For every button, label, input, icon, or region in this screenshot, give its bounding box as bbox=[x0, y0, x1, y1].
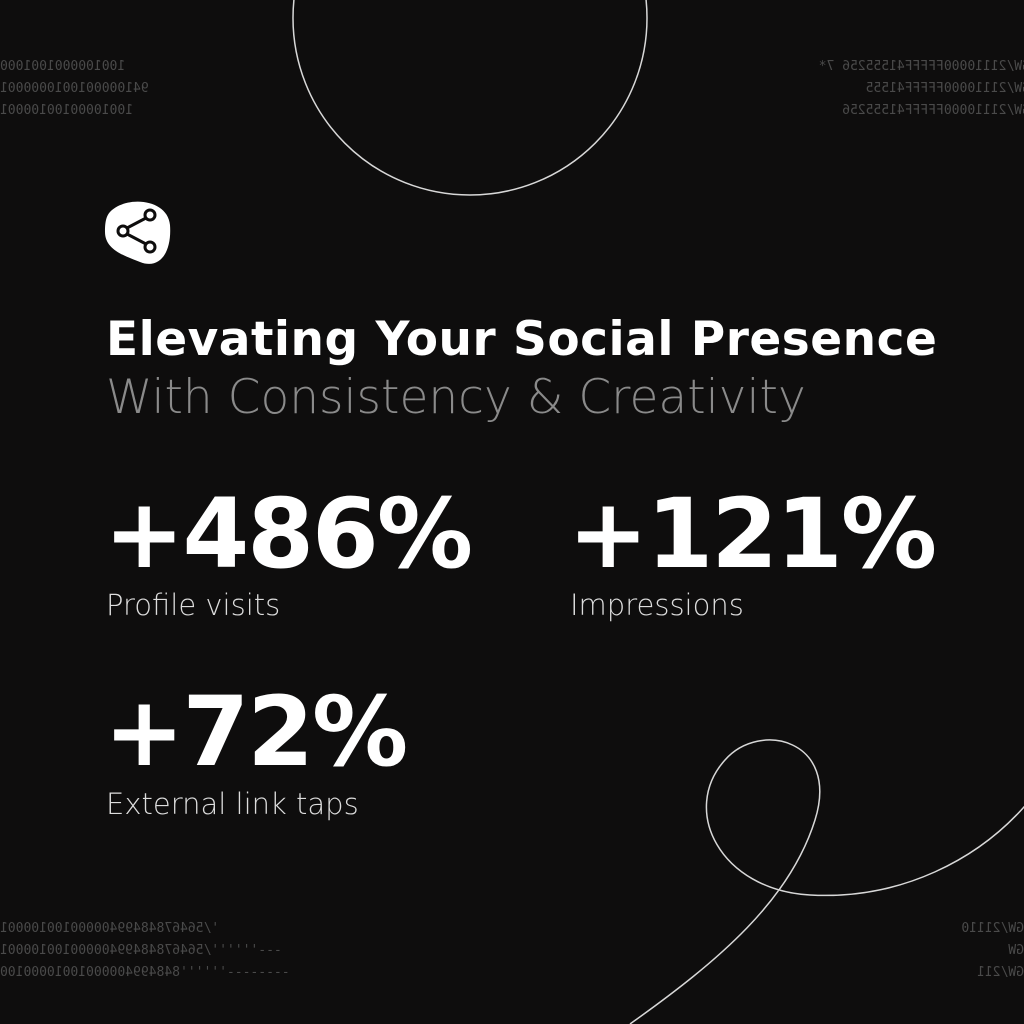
decor-bottom-right: GW/21110 GW GW/211 bbox=[930, 918, 1024, 984]
decor-line: 1001000001001000 bbox=[0, 59, 126, 74]
decor-line: '/56467848499400000100100001 bbox=[0, 921, 220, 936]
decor-line: GW/21110 bbox=[961, 921, 1024, 936]
subtitle: With Consistency & Creativity bbox=[106, 370, 806, 425]
decor-line: GW/21110000FFFFF41555 bbox=[865, 81, 1024, 96]
decor-top-left: 1001000001001000 9410000010010000001 100… bbox=[0, 56, 210, 122]
stat-value: +72% bbox=[104, 676, 408, 788]
decor-line: GW/211 bbox=[977, 965, 1024, 980]
circle-outline bbox=[292, 0, 648, 196]
decor-line: 9410000010010000001 bbox=[0, 81, 149, 96]
decor-line: --------''''''84849940000010010000100 bbox=[0, 965, 290, 980]
curve-line bbox=[629, 739, 1024, 1024]
decor-bottom-left: '/56467848499400000100100001 ---''''''/5… bbox=[0, 918, 420, 984]
decor-line: 10010000100100001 bbox=[0, 103, 134, 118]
title: Elevating Your Social Presence bbox=[106, 312, 938, 367]
decor-line: ---''''''/56467848499400000100100001 bbox=[0, 943, 282, 958]
decor-line: GW/21110000FFFFF41555256 7* bbox=[818, 59, 1024, 74]
stat-value: +486% bbox=[104, 478, 473, 590]
decor-line: GW bbox=[1008, 943, 1024, 958]
stat-value: +121% bbox=[568, 478, 937, 590]
decor-top-right: GW/21110000FFFFF41555256 7* GW/21110000F… bbox=[710, 56, 1024, 122]
stat-label: Profile visits bbox=[106, 588, 281, 622]
logo bbox=[105, 201, 171, 264]
stat-label: Impressions bbox=[570, 588, 744, 622]
stat-label: External link taps bbox=[106, 787, 359, 821]
decor-line: GW/21110000FFFFF41555256 bbox=[842, 103, 1024, 118]
